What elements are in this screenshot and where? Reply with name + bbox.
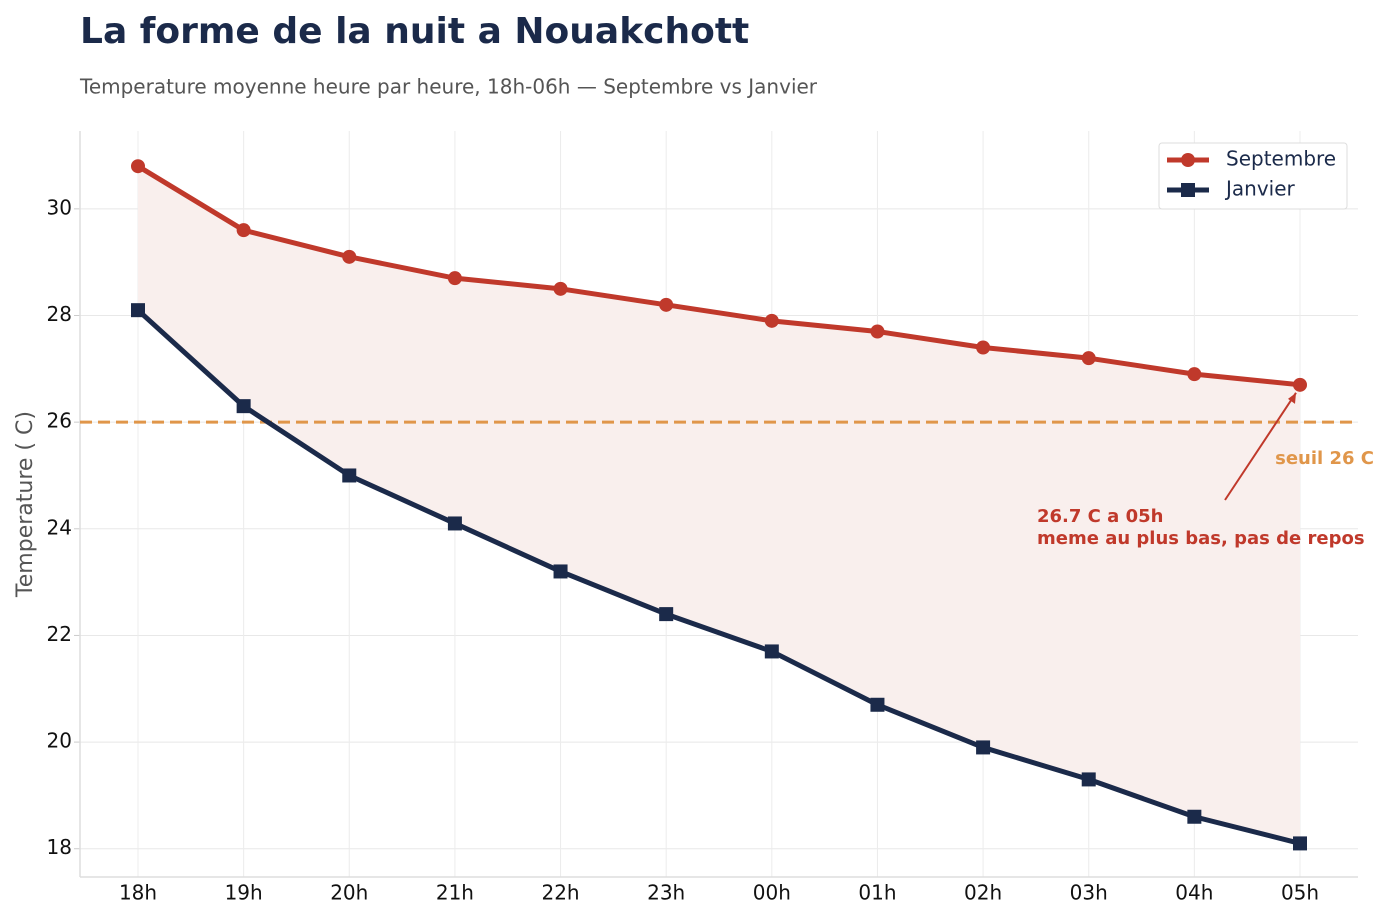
legend-label: Janvier xyxy=(1224,177,1296,201)
point xyxy=(659,607,674,622)
point xyxy=(1293,836,1307,851)
y-tick-label: 28 xyxy=(47,302,72,326)
point xyxy=(1081,772,1096,787)
x-tick-label: 05h xyxy=(1281,881,1319,905)
annotation-text: 26.7 C a 05h xyxy=(1037,506,1163,527)
point xyxy=(976,740,991,755)
point xyxy=(447,271,462,286)
point xyxy=(553,281,568,296)
x-tick-label: 00h xyxy=(753,881,791,905)
point xyxy=(236,399,251,414)
point xyxy=(659,297,674,312)
x-tick-label: 23h xyxy=(647,881,685,905)
point xyxy=(1187,367,1202,382)
point xyxy=(764,313,779,328)
point xyxy=(1187,809,1202,824)
y-tick-label: 30 xyxy=(47,195,72,219)
series-line xyxy=(136,164,1301,388)
legend-marker xyxy=(1181,153,1195,167)
point xyxy=(236,223,251,238)
x-tick-label: 01h xyxy=(858,881,896,905)
annotation-arrow xyxy=(1224,392,1297,501)
y-axis-label: Temperature ( C) xyxy=(13,411,38,598)
point xyxy=(870,324,885,339)
point xyxy=(553,564,568,579)
annotation-arrowhead xyxy=(1288,392,1296,404)
y-tick-label: 22 xyxy=(47,622,72,646)
x-tick-label: 20h xyxy=(330,881,368,905)
y-tick-label: 18 xyxy=(47,835,72,859)
x-tick-label: 02h xyxy=(964,881,1002,905)
x-tick-label: 21h xyxy=(436,881,474,905)
x-tick-label: 03h xyxy=(1070,881,1108,905)
point xyxy=(1293,377,1307,392)
legend-marker xyxy=(1181,183,1195,197)
y-tick-label: 20 xyxy=(47,729,72,753)
point xyxy=(342,249,357,264)
point xyxy=(764,644,779,659)
annotation-text: meme au plus bas, pas de repos xyxy=(1037,528,1365,549)
point xyxy=(1081,351,1096,366)
point xyxy=(976,340,991,355)
point xyxy=(342,468,357,483)
y-tick-label: 26 xyxy=(47,409,72,433)
x-tick-label: 04h xyxy=(1175,881,1213,905)
fill-between xyxy=(138,166,1300,844)
chart-title: La forme de la nuit a Nouakchott xyxy=(80,11,749,52)
x-tick-label: 19h xyxy=(225,881,263,905)
threshold-label: seuil 26 C xyxy=(1275,448,1374,469)
point xyxy=(447,516,462,531)
chart-subtitle: Temperature moyenne heure par heure, 18h… xyxy=(79,75,818,99)
legend-label: Septembre xyxy=(1226,147,1336,171)
x-tick-label: 18h xyxy=(119,881,157,905)
point xyxy=(870,697,885,712)
point xyxy=(131,159,145,174)
x-tick-label: 22h xyxy=(541,881,579,905)
point xyxy=(131,303,145,318)
series-line xyxy=(136,308,1301,846)
y-tick-label: 24 xyxy=(47,515,72,539)
